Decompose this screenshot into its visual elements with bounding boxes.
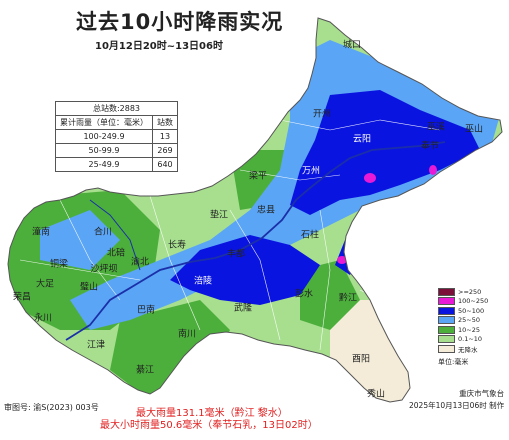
place-label-wuxi: 巫溪	[426, 122, 446, 133]
tributary-river	[89, 199, 141, 271]
place-label-yongchuan: 永川	[33, 313, 53, 324]
legend-item: >=250	[438, 287, 488, 297]
place-label-yubei: 渝北	[130, 257, 150, 268]
range-cell: 25-49.9	[55, 157, 153, 172]
place-label-bishan: 璧山	[79, 282, 99, 293]
place-label-beibei: 北碚	[106, 248, 126, 259]
legend-swatch	[438, 316, 455, 325]
legend-item: 100~250	[438, 297, 488, 307]
legend-swatch	[438, 287, 455, 296]
place-label-tongnan: 潼南	[31, 227, 51, 238]
legend-swatch	[438, 335, 455, 344]
approval-number: 审图号: 渝S(2023) 003号	[4, 403, 99, 412]
place-label-kaizhou: 开州	[312, 109, 332, 120]
legend-label: 25~50	[458, 316, 480, 325]
place-label-banan: 巴南	[136, 305, 156, 316]
place-label-zhongxian: 忠县	[256, 205, 276, 216]
place-label-wanzhou: 万州	[301, 166, 321, 177]
station-stats-table: 总站数:2883 累计雨量（单位：毫米） 站数 100-249.9 13 50-…	[55, 101, 178, 172]
place-label-youyang: 酉阳	[351, 354, 371, 365]
table-row: 50-99.9 269	[55, 143, 178, 158]
legend-item: 50~100	[438, 306, 488, 316]
place-label-yunyang: 云阳	[352, 134, 372, 145]
legend-item: 10~25	[438, 325, 488, 335]
range-cell: 50-99.9	[55, 143, 153, 158]
legend-label: 100~250	[458, 297, 489, 306]
place-label-wushan: 巫山	[464, 124, 484, 135]
legend-unit: 单位:毫米	[438, 357, 469, 366]
count-cell: 13	[152, 129, 178, 144]
footer-credit: 重庆市气象台 2025年10月13日06时 制作	[409, 388, 504, 412]
rain-50-100-zone	[170, 90, 480, 305]
place-label-chengkou: 城口	[342, 40, 362, 51]
place-label-shapingba: 沙坪坝	[90, 264, 118, 275]
yangtze-river	[65, 141, 446, 341]
place-label-nanchuan: 南川	[177, 329, 197, 340]
place-label-dazu: 大足	[35, 279, 55, 290]
rain-summary: 最大雨量131.1毫米（黔江 黎水） 最大小时雨量50.6毫米（奉节石乳，13日…	[100, 408, 318, 432]
count-cell: 269	[152, 143, 178, 158]
place-label-changshou: 长寿	[167, 240, 187, 251]
legend-item: 25~50	[438, 316, 488, 326]
header-range: 累计雨量（单位：毫米）	[55, 115, 153, 130]
rainfall-layers	[8, 40, 500, 402]
place-label-wulong: 武隆	[233, 303, 253, 314]
made-time: 2025年10月13日06时 制作	[409, 401, 505, 410]
place-label-xiushan: 秀山	[366, 389, 386, 400]
place-label-hechuan: 合川	[93, 227, 113, 238]
header-count: 站数	[152, 115, 178, 130]
legend-swatch	[438, 325, 455, 334]
range-cell: 100-249.9	[55, 129, 153, 144]
place-label-pengshui: 彭水	[294, 289, 314, 300]
legend-swatch	[438, 297, 455, 306]
place-label-fuling: 涪陵	[193, 276, 213, 287]
legend-label: 50~100	[458, 306, 485, 315]
legend-item: 无降水	[438, 344, 488, 354]
max-hourly-rain: 最大小时雨量50.6毫米（奉节石乳，13日02时）	[100, 420, 318, 431]
map-legend: >=250 100~250 50~100 25~50 10~25 0.1~10 …	[438, 287, 488, 367]
count-cell: 640	[152, 157, 178, 172]
place-label-dianjiang: 垫江	[209, 210, 229, 221]
place-label-qijiang: 綦江	[135, 365, 155, 376]
place-label-fengdu: 丰都	[226, 249, 246, 260]
place-label-liangping: 梁平	[248, 171, 268, 182]
legend-label: >=250	[458, 287, 482, 296]
legend-label: 0.1~10	[458, 335, 483, 344]
place-label-jiangjin: 江津	[86, 340, 106, 351]
legend-item: 0.1~10	[438, 335, 488, 345]
legend-swatch	[438, 306, 455, 315]
legend-label: 无降水	[458, 345, 478, 354]
map-title: 过去10小时降雨实况	[76, 10, 284, 34]
rain-100-250-patch	[337, 256, 347, 264]
legend-swatch	[438, 344, 455, 353]
total-stations: 总站数:2883	[55, 101, 178, 116]
rain-100-250-patch	[429, 165, 437, 175]
place-label-rongchang: 荣昌	[12, 292, 32, 303]
rain-100-250-patch	[364, 173, 376, 183]
table-row: 25-49.9 640	[55, 157, 178, 172]
place-label-tongliang: 铜梁	[49, 259, 69, 270]
place-label-shizhu: 石柱	[300, 230, 320, 241]
legend-label: 10~25	[458, 325, 480, 334]
map-subtitle: 10月12日20时~13日06时	[95, 41, 223, 52]
agency-name: 重庆市气象台	[459, 389, 505, 398]
place-label-fengjie: 奉节	[420, 141, 440, 152]
table-row: 100-249.9 13	[55, 129, 178, 144]
max-total-rain: 最大雨量131.1毫米（黔江 黎水）	[136, 408, 288, 419]
place-label-qianjiang: 黔江	[338, 293, 358, 304]
